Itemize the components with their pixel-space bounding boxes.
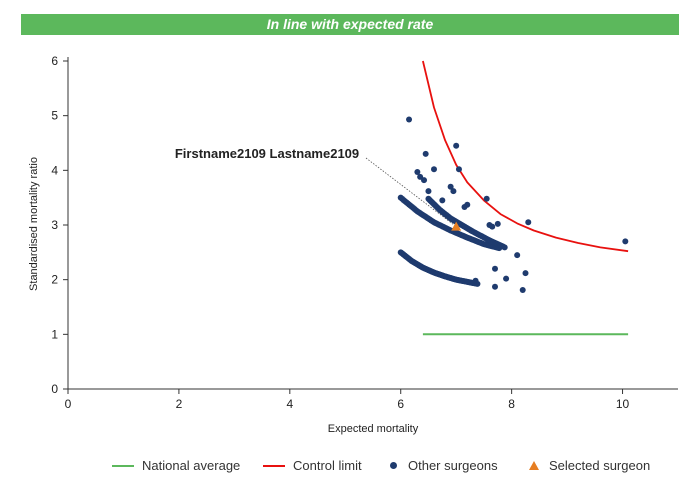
surgeon-point (455, 166, 462, 173)
x-tick-label: 4 (286, 397, 293, 411)
surgeon-point (489, 223, 496, 230)
chart-plot-area (365, 60, 629, 336)
surgeon-point (422, 150, 429, 157)
surgeon-point (431, 166, 437, 173)
surgeon-point (406, 116, 413, 123)
surgeon-point (414, 168, 421, 175)
chart-banner: In line with expected rate (21, 14, 679, 35)
surgeon-point (450, 188, 457, 195)
y-tick-label: 0 (51, 382, 58, 396)
x-tick-label: 10 (616, 397, 630, 411)
legend-item-control-limit: Control limit (263, 458, 362, 473)
legend-item-other-surgeons: Other surgeons (384, 458, 498, 473)
surgeon-point (622, 238, 629, 245)
annotation-leader-line (365, 157, 457, 227)
y-tick-label: 2 (51, 273, 58, 287)
legend-item-selected-surgeon: Selected surgeon (523, 458, 650, 473)
surgeon-point (525, 219, 532, 226)
legend-item-national-average: National average (112, 458, 240, 473)
y-tick-label: 1 (51, 327, 58, 341)
y-tick-label: 5 (51, 109, 58, 123)
surgeon-point (501, 244, 508, 251)
surgeon-point (453, 142, 460, 149)
surgeon-point (522, 270, 529, 277)
surgeon-point (439, 197, 446, 204)
legend-label: Other surgeons (408, 458, 498, 473)
surgeon-point (421, 177, 428, 184)
selected-surgeon-triangle-icon (529, 461, 539, 470)
y-tick-label: 6 (51, 54, 58, 68)
x-tick-label: 8 (508, 397, 515, 411)
surgeon-point (503, 275, 510, 282)
surgeon-point (519, 287, 526, 294)
legend-label: Control limit (293, 458, 362, 473)
surgeon-point (425, 188, 432, 195)
x-tick-label: 2 (176, 397, 183, 411)
x-tick-label: 6 (397, 397, 404, 411)
surgeon-point (494, 220, 501, 227)
selected-surgeon-point (451, 221, 462, 231)
surgeon-point (492, 265, 498, 272)
surgeon-point (447, 183, 454, 190)
chart-axes: 0 1 2 3 4 5 6 0 2 4 6 8 10 (51, 54, 678, 411)
selected-surgeon-annotation: Firstname2109 Lastname2109 (175, 146, 359, 161)
surgeon-point (461, 203, 468, 210)
y-tick-label: 4 (51, 163, 58, 177)
x-axis-label: Expected mortality (328, 423, 419, 435)
y-tick-label: 3 (51, 218, 58, 232)
chart-legend: National average Control limit Other sur… (0, 458, 700, 478)
other-surgeons-dot-icon (390, 462, 397, 469)
y-axis-label: Standardised mortality ratio (28, 157, 40, 291)
legend-label: National average (142, 458, 241, 473)
legend-label: Selected surgeon (549, 458, 651, 473)
x-tick-label: 0 (65, 397, 72, 411)
surgeon-point (472, 277, 479, 284)
control-limit-line (422, 60, 629, 253)
surgeon-point (483, 195, 490, 202)
surgeon-point (514, 252, 521, 259)
scatter-chart: 0 1 2 3 4 5 6 0 2 4 6 8 10 Expected mortality Standa… (28, 54, 678, 435)
surgeon-point (492, 283, 498, 290)
national-average-line-icon (112, 464, 134, 467)
control-limit-line-icon (263, 464, 285, 467)
